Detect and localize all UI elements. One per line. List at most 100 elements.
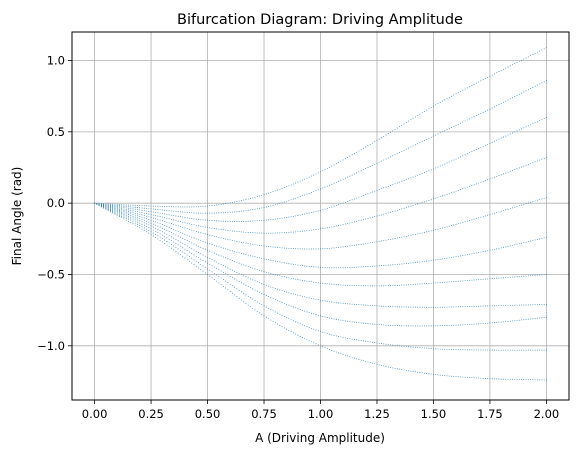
data-point xyxy=(480,377,482,379)
data-point xyxy=(320,282,321,284)
data-point xyxy=(322,248,324,250)
data-point xyxy=(426,109,428,111)
data-point xyxy=(369,143,371,145)
data-point xyxy=(243,264,245,266)
data-point xyxy=(186,222,188,224)
data-point xyxy=(198,212,199,214)
data-point xyxy=(121,217,123,219)
data-point xyxy=(161,205,163,207)
data-point xyxy=(518,167,520,169)
data-point xyxy=(125,210,127,212)
data-point xyxy=(130,214,132,216)
data-point xyxy=(473,349,475,351)
data-point xyxy=(543,274,545,276)
data-point xyxy=(534,318,536,319)
bifurcation-branch xyxy=(94,202,547,269)
data-point xyxy=(109,208,111,209)
data-point xyxy=(356,151,358,153)
data-point xyxy=(514,96,516,98)
data-point xyxy=(331,283,333,285)
data-point xyxy=(121,215,123,217)
data-point xyxy=(270,192,272,193)
data-point xyxy=(362,322,364,324)
data-point xyxy=(356,339,358,341)
data-point xyxy=(227,274,229,276)
data-point xyxy=(288,263,290,265)
data-point xyxy=(150,205,152,207)
data-point xyxy=(414,144,416,146)
data-point xyxy=(453,324,455,326)
data-point xyxy=(173,241,175,243)
data-point xyxy=(137,215,138,217)
data-point xyxy=(471,305,473,307)
data-point xyxy=(338,267,340,269)
data-point xyxy=(514,244,516,246)
data-point xyxy=(466,254,468,256)
data-point xyxy=(301,279,303,281)
data-point xyxy=(134,204,136,206)
data-point xyxy=(324,283,326,285)
data-point xyxy=(168,218,170,220)
data-point xyxy=(543,118,545,120)
data-point xyxy=(333,164,335,166)
data-point xyxy=(423,306,425,308)
data-point xyxy=(304,310,306,312)
data-point xyxy=(218,236,220,238)
data-point xyxy=(342,354,344,355)
data-point xyxy=(265,284,267,286)
data-point xyxy=(313,342,315,344)
data-point xyxy=(496,277,498,279)
data-point xyxy=(139,222,141,224)
data-point xyxy=(198,267,199,269)
data-point xyxy=(494,378,495,380)
data-point xyxy=(414,233,416,235)
data-point xyxy=(290,263,292,265)
data-point xyxy=(270,246,272,248)
data-point xyxy=(118,205,120,207)
data-point xyxy=(372,241,373,243)
data-point xyxy=(139,224,141,226)
data-point xyxy=(383,213,385,215)
data-point xyxy=(170,210,172,212)
data-point xyxy=(261,283,263,285)
data-point xyxy=(417,325,419,327)
data-point xyxy=(541,158,543,160)
data-point xyxy=(381,137,382,139)
data-point xyxy=(478,349,480,351)
data-point xyxy=(311,341,312,343)
data-point xyxy=(335,267,337,269)
data-point xyxy=(274,218,276,220)
data-point xyxy=(403,306,405,308)
data-point xyxy=(444,281,446,283)
data-point xyxy=(121,209,123,211)
data-point xyxy=(394,367,396,369)
data-point xyxy=(157,212,159,214)
data-point xyxy=(372,265,373,267)
data-point xyxy=(464,88,466,90)
data-point xyxy=(229,259,231,261)
data-point xyxy=(521,275,523,277)
data-point xyxy=(500,305,502,307)
data-point xyxy=(381,160,382,162)
data-point xyxy=(387,239,389,241)
data-point xyxy=(414,204,416,206)
data-point xyxy=(324,186,326,188)
data-point xyxy=(274,260,276,262)
data-point xyxy=(338,204,340,206)
data-point xyxy=(503,246,504,248)
data-point xyxy=(457,324,459,326)
data-point xyxy=(137,213,138,215)
data-point xyxy=(322,331,324,333)
data-point xyxy=(530,55,532,57)
data-point xyxy=(333,247,335,249)
data-point xyxy=(189,212,190,214)
data-point xyxy=(143,224,145,226)
data-point xyxy=(539,238,541,240)
data-point xyxy=(288,247,290,249)
data-point xyxy=(362,243,364,245)
data-point xyxy=(152,217,154,219)
data-point xyxy=(189,223,190,225)
data-point xyxy=(536,317,538,319)
data-point xyxy=(442,227,443,229)
data-point xyxy=(360,266,362,268)
